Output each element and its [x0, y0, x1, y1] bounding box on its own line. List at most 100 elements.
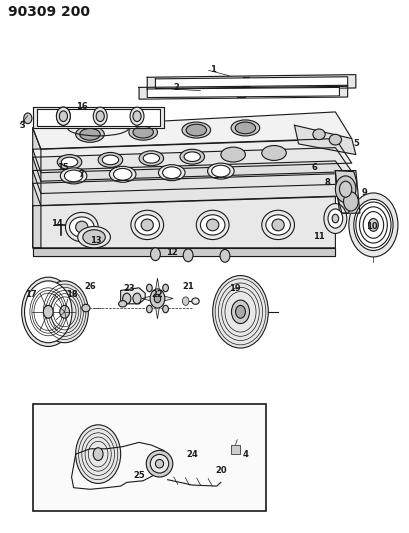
Ellipse shape: [266, 215, 290, 235]
Ellipse shape: [221, 147, 245, 162]
Ellipse shape: [119, 301, 127, 307]
Circle shape: [146, 305, 152, 313]
Circle shape: [354, 199, 393, 251]
Ellipse shape: [207, 219, 219, 231]
Polygon shape: [121, 288, 145, 304]
Circle shape: [220, 249, 230, 262]
Circle shape: [182, 297, 189, 305]
Ellipse shape: [146, 450, 173, 477]
Text: 26: 26: [84, 282, 96, 291]
Ellipse shape: [129, 124, 157, 140]
Circle shape: [324, 204, 347, 233]
Polygon shape: [33, 112, 352, 149]
Text: 14: 14: [52, 220, 63, 228]
Text: 8: 8: [324, 178, 330, 187]
Ellipse shape: [272, 219, 284, 231]
Circle shape: [349, 193, 398, 257]
Text: 3: 3: [20, 121, 25, 130]
Ellipse shape: [64, 170, 83, 182]
Text: 22: 22: [152, 290, 163, 298]
Ellipse shape: [180, 149, 204, 164]
Circle shape: [154, 294, 161, 303]
Circle shape: [133, 293, 141, 304]
Polygon shape: [37, 109, 160, 126]
Ellipse shape: [78, 227, 110, 248]
Ellipse shape: [192, 298, 199, 304]
Ellipse shape: [208, 163, 234, 179]
Text: 16: 16: [76, 102, 88, 111]
Circle shape: [213, 276, 268, 348]
Ellipse shape: [231, 120, 260, 136]
Circle shape: [56, 107, 70, 125]
Bar: [231, 445, 240, 454]
Text: 4: 4: [243, 450, 248, 458]
Circle shape: [22, 277, 75, 346]
Polygon shape: [154, 278, 161, 298]
Ellipse shape: [313, 129, 325, 140]
Circle shape: [163, 305, 169, 313]
Polygon shape: [155, 77, 348, 88]
Ellipse shape: [163, 167, 181, 179]
Ellipse shape: [196, 211, 229, 240]
Circle shape: [56, 107, 70, 125]
Circle shape: [133, 111, 141, 122]
Ellipse shape: [135, 215, 160, 235]
Text: 6: 6: [312, 164, 318, 172]
Circle shape: [96, 111, 104, 122]
Text: 23: 23: [123, 285, 135, 293]
Circle shape: [183, 249, 193, 262]
Circle shape: [335, 176, 356, 203]
Text: 2: 2: [173, 84, 179, 92]
Ellipse shape: [57, 155, 82, 169]
Ellipse shape: [61, 157, 78, 167]
Polygon shape: [33, 107, 164, 128]
Ellipse shape: [139, 151, 164, 166]
Circle shape: [151, 248, 160, 261]
Text: 11: 11: [313, 232, 325, 241]
Ellipse shape: [141, 219, 153, 231]
Ellipse shape: [113, 168, 132, 180]
Text: 17: 17: [25, 290, 36, 298]
Polygon shape: [294, 125, 356, 155]
Circle shape: [344, 192, 358, 211]
Polygon shape: [33, 248, 335, 256]
Circle shape: [59, 111, 67, 122]
Circle shape: [146, 284, 152, 292]
Ellipse shape: [182, 122, 211, 138]
Text: 15: 15: [58, 164, 69, 172]
Circle shape: [339, 181, 352, 197]
Polygon shape: [33, 148, 352, 181]
Circle shape: [25, 281, 72, 343]
Text: 1: 1: [210, 65, 216, 74]
Ellipse shape: [76, 221, 88, 233]
Circle shape: [231, 300, 249, 324]
Circle shape: [163, 284, 169, 292]
Text: 21: 21: [182, 282, 194, 291]
Circle shape: [93, 448, 103, 461]
Ellipse shape: [131, 211, 164, 240]
Text: 10: 10: [366, 222, 378, 231]
Text: 18: 18: [66, 290, 77, 298]
Circle shape: [24, 113, 32, 124]
Polygon shape: [33, 139, 352, 173]
Ellipse shape: [200, 215, 225, 235]
Text: 90309 200: 90309 200: [8, 5, 90, 19]
Circle shape: [332, 214, 339, 223]
Ellipse shape: [102, 155, 119, 165]
Circle shape: [60, 305, 70, 318]
Circle shape: [130, 107, 144, 125]
Ellipse shape: [159, 165, 185, 181]
Polygon shape: [147, 87, 339, 98]
Circle shape: [41, 281, 88, 343]
Text: 7: 7: [79, 171, 85, 179]
Circle shape: [43, 305, 53, 318]
Polygon shape: [157, 294, 173, 303]
Text: 19: 19: [229, 285, 241, 293]
Ellipse shape: [212, 165, 230, 177]
Polygon shape: [335, 171, 357, 213]
Ellipse shape: [235, 122, 256, 134]
Ellipse shape: [98, 152, 123, 167]
Ellipse shape: [109, 166, 136, 182]
Ellipse shape: [262, 146, 286, 160]
Polygon shape: [335, 171, 360, 213]
